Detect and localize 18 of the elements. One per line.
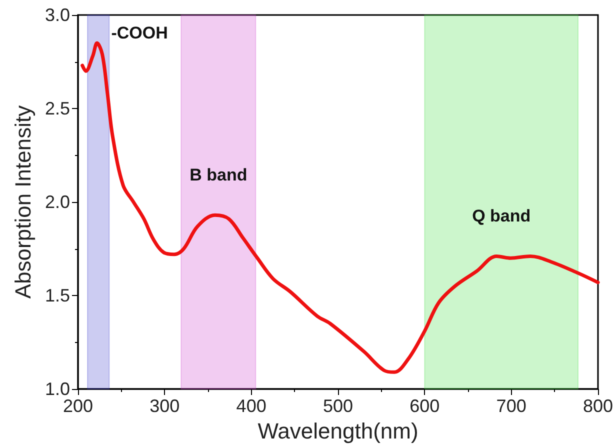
x-tick-label: 300 xyxy=(150,396,180,416)
x-tick-label: 700 xyxy=(496,396,526,416)
x-tick-label: 600 xyxy=(410,396,440,416)
y-tick-label: 2.5 xyxy=(44,98,70,118)
x-tick-label: 500 xyxy=(322,396,354,416)
x-tick-label: 400 xyxy=(236,396,266,416)
band-label: Q band xyxy=(472,206,531,226)
y-tick-label: 2.0 xyxy=(44,192,70,212)
band-label: B band xyxy=(190,166,248,185)
y-axis-title: Absorption Intensity xyxy=(10,105,36,299)
x-axis-title: Wavelength(nm) xyxy=(258,418,418,444)
y-tick-label: 1.5 xyxy=(44,286,70,306)
band-label: -COOH xyxy=(111,24,168,42)
line-series xyxy=(80,41,600,374)
x-tick-label: 200 xyxy=(62,396,94,416)
y-tick-label: 1.0 xyxy=(44,379,70,399)
y-tick-label: 3.0 xyxy=(44,5,70,25)
x-tick-label: 800 xyxy=(582,396,614,416)
